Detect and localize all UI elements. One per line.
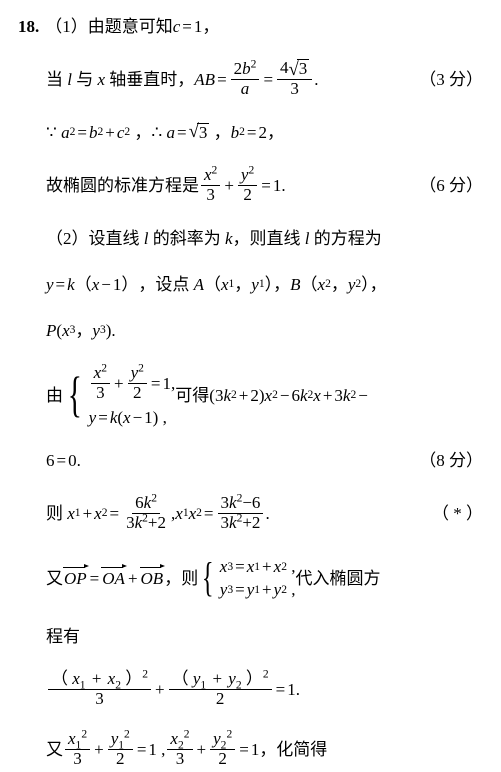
text: （1）由题意可知 (45, 18, 173, 35)
line-4: 故椭圆的标准方程是 x2 3 + y2 2 = 1 . （6 分） (18, 162, 483, 208)
equals: = (180, 18, 194, 35)
line-11: 又 OP = OA + OB ，则 { x3 = x1 + x2 , y3 = … (18, 550, 483, 606)
line-14: 又 x12 3 + y12 2 = 1 , x22 3 + y22 2 = 1 … (18, 726, 483, 772)
line-9: 6 = 0 . （8 分） (18, 444, 483, 476)
fraction: y12 2 (108, 730, 133, 768)
text: 与 (76, 71, 93, 88)
line-5: （2）设直线 l 的斜率为 k ，则直线 l 的方程为 (18, 222, 483, 254)
because-icon: ∵ (46, 124, 57, 141)
var-x: x (97, 71, 105, 88)
line-13: （ x1 + x2 ）2 3 + （ y1 + y2 ）2 2 = 1 . (18, 666, 483, 712)
score-8: （8 分） (407, 452, 483, 469)
fraction: 2b2 a (231, 60, 260, 98)
fraction: x2 3 (201, 166, 220, 204)
fraction: y2 2 (238, 166, 257, 204)
var-AB: AB (194, 71, 215, 88)
vector-OP: OP (63, 570, 88, 587)
equals: = (261, 71, 275, 88)
num-1: 1 (194, 18, 203, 35)
fraction: 6k2 3k2+2 (123, 494, 169, 532)
text: 故椭圆的标准方程是 (46, 177, 199, 194)
equation-system: { x23 + y22 = 1 , y = k ( x − 1 ) , (63, 364, 175, 425)
vector-OA: OA (101, 570, 126, 587)
line-12: 程有 (18, 620, 483, 652)
equals: = (215, 71, 229, 88)
problem-number: 18. (18, 18, 39, 35)
fraction: x22 3 (167, 730, 192, 768)
star-ref: （ * ） (432, 505, 483, 522)
score-3: （3 分） (407, 71, 483, 88)
fraction: 3k2−6 3k2+2 (218, 494, 264, 532)
text: 当 (46, 71, 63, 88)
line-2: 当 l 与 x 轴垂直时， AB = 2b2 a = 4√3 3 . （3 分） (18, 56, 483, 102)
line-7: P ( x3 ， y3 ) . (18, 314, 483, 346)
equation-system: { x3 = x1 + x2 , y3 = y1 + y2 , (198, 558, 295, 598)
line-3: ∵ a2 = b2 + c2 ， ∴ a = √3 ， b2 = 2 ， (18, 116, 483, 148)
var-c: c (173, 18, 181, 35)
sqrt: √3 (189, 123, 210, 141)
fraction: （ y1 + y2 ）2 2 (169, 670, 272, 708)
comma: ， (202, 18, 219, 35)
period: . (314, 71, 318, 88)
fraction: 4√3 3 (277, 59, 312, 99)
fraction: （ x1 + x2 ）2 3 (48, 670, 151, 708)
line-1: 18. （1）由题意可知 c = 1 ， (18, 10, 483, 42)
line-10: 则 x1 + x2 = 6k2 3k2+2 , x1 x2 = 3k2−6 3k… (18, 490, 483, 536)
line-6: y = k （ x − 1 ） ，设点 A （ x1 ， y1 ）， B （ x… (18, 268, 483, 300)
line-8: 由 { x23 + y22 = 1 , y = k ( x − 1 ) , (18, 360, 483, 430)
text: 轴垂直时， (109, 71, 194, 88)
vector-OB: OB (140, 570, 165, 587)
fraction: x12 3 (65, 730, 90, 768)
score-6: （6 分） (407, 177, 483, 194)
fraction: y22 2 (210, 730, 235, 768)
therefore-icon: ∴ (151, 124, 162, 141)
